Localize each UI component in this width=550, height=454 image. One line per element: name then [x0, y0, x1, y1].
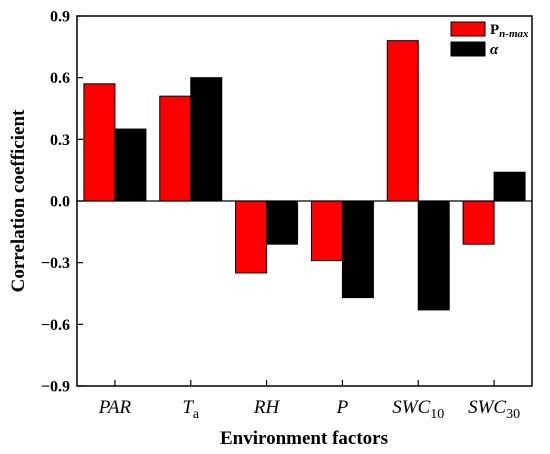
y-tick-label: −0.3 [41, 255, 70, 272]
y-tick-label: 0.3 [50, 132, 70, 149]
bar-pn-max-par [83, 83, 116, 202]
bar-alpha-rh [266, 200, 299, 245]
y-axis-title: Correlation coefficient [8, 109, 29, 292]
bar-pn-max-swc10 [386, 40, 419, 202]
y-tick-label: 0.6 [50, 70, 70, 87]
bar-pn-max-swc30 [462, 200, 495, 245]
bar-pn-max-ta [159, 95, 192, 202]
bar-alpha-par [114, 128, 147, 202]
y-tick-label: −0.9 [41, 379, 70, 396]
bar-alpha-swc10 [417, 200, 450, 311]
bars-layer [83, 40, 526, 311]
x-axis-title: Environment factors [220, 428, 388, 449]
x-tick-label-swc10: SWC10 [392, 397, 444, 422]
legend-swatch-pn-max [450, 21, 486, 37]
bar-alpha-ta [190, 77, 223, 202]
legend-label-pn-max: Pn-max [490, 22, 529, 40]
x-tick-label-p: P [336, 397, 349, 418]
legend: Pn-max α [450, 21, 529, 58]
x-axis-ticks: PAR Ta RH P SWC10 SWC30 [98, 380, 520, 422]
x-tick-label-swc30: SWC30 [468, 397, 520, 422]
legend-label-alpha: α [490, 42, 499, 58]
legend-swatch-alpha [450, 41, 486, 57]
y-axis-ticks: 0.9 0.6 0.3 0.0 −0.3 −0.6 −0.9 [41, 9, 83, 396]
x-tick-label-par: PAR [98, 397, 132, 418]
bar-pn-max-p [310, 200, 343, 262]
bar-alpha-p [341, 200, 374, 299]
y-tick-label: −0.6 [41, 317, 70, 334]
y-tick-label: 0.9 [50, 9, 70, 26]
x-tick-label-ta: Ta [182, 397, 200, 422]
y-tick-label: 0.0 [50, 194, 70, 211]
x-tick-label-rh: RH [253, 397, 281, 418]
bar-pn-max-rh [235, 200, 268, 274]
bar-alpha-swc30 [493, 171, 526, 202]
